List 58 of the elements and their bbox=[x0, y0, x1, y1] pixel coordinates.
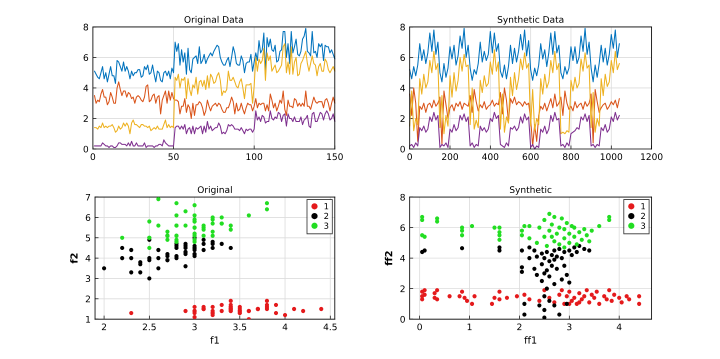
chart-title: Synthetic Data bbox=[498, 16, 564, 25]
y-tick-label: 4 bbox=[86, 254, 90, 262]
y-axis-title: f2 bbox=[70, 253, 78, 264]
x-tick-label: 2 bbox=[517, 323, 522, 330]
y-tick-label: 2 bbox=[84, 115, 88, 122]
legend-label: 1 bbox=[641, 203, 645, 210]
x-axis-title: f1 bbox=[210, 336, 219, 344]
y-tick-label: 4 bbox=[83, 84, 88, 92]
y-tick-label: 0 bbox=[400, 146, 405, 153]
chart-title: Original Data bbox=[184, 16, 243, 25]
x-tick-label: 200 bbox=[442, 153, 458, 160]
x-tick-label: 1000 bbox=[600, 153, 622, 160]
y-tick-label: 8 bbox=[400, 194, 405, 201]
x-tick-label: 3.5 bbox=[233, 323, 246, 330]
x-tick-label: 0 bbox=[417, 323, 422, 330]
x-tick-label: 400 bbox=[482, 153, 498, 160]
x-tick-label: 1200 bbox=[641, 153, 662, 160]
x-axis-title: ff1 bbox=[524, 336, 536, 344]
y-tick-label: 2 bbox=[400, 115, 405, 122]
y-tick-label: 1 bbox=[86, 316, 90, 323]
x-tick-label: 600 bbox=[522, 153, 539, 160]
x-tick-label: 800 bbox=[562, 153, 579, 160]
y-tick-label: 8 bbox=[400, 24, 405, 30]
x-tick-label: 150 bbox=[327, 153, 343, 160]
y-tick-label: 6 bbox=[400, 224, 405, 232]
x-tick-label: 0 bbox=[407, 153, 412, 160]
x-tick-label: 2 bbox=[102, 323, 106, 330]
x-tick-label: 50 bbox=[168, 153, 179, 160]
y-tick-label: 4 bbox=[400, 84, 406, 92]
y-tick-label: 6 bbox=[84, 54, 88, 61]
y-tick-label: 7 bbox=[86, 194, 90, 201]
y-axis-title: ff2 bbox=[384, 251, 392, 266]
y-tick-label: 5 bbox=[86, 234, 90, 242]
y-tick-label: 6 bbox=[400, 54, 405, 61]
legend-label: 2 bbox=[641, 212, 645, 219]
x-tick-label: 0 bbox=[90, 153, 96, 160]
y-tick-label: 3 bbox=[86, 275, 90, 282]
y-tick-label: 2 bbox=[86, 296, 90, 302]
x-tick-label: 2.5 bbox=[142, 323, 156, 330]
x-tick-label: 4 bbox=[616, 324, 622, 330]
x-tick-label: 3 bbox=[192, 323, 197, 330]
y-tick-label: 0 bbox=[400, 316, 405, 323]
legend-label: 2 bbox=[324, 212, 328, 219]
y-tick-label: 8 bbox=[84, 24, 88, 30]
x-tick-label: 3 bbox=[567, 323, 572, 330]
y-tick-label: 6 bbox=[86, 214, 90, 221]
chart-title: Original bbox=[198, 186, 232, 195]
chart-title: Synthetic bbox=[510, 186, 552, 195]
y-tick-label: 4 bbox=[400, 254, 406, 262]
y-tick-label: 2 bbox=[400, 285, 405, 292]
y-tick-label: 0 bbox=[84, 146, 88, 153]
x-tick-label: 4.5 bbox=[324, 324, 337, 330]
legend-label: 1 bbox=[324, 203, 328, 210]
x-tick-label: 4 bbox=[282, 324, 288, 330]
legend-label: 3 bbox=[324, 222, 328, 229]
legend-label: 3 bbox=[641, 222, 646, 229]
x-tick-label: 100 bbox=[246, 153, 262, 160]
x-tick-label: 1 bbox=[468, 324, 472, 330]
